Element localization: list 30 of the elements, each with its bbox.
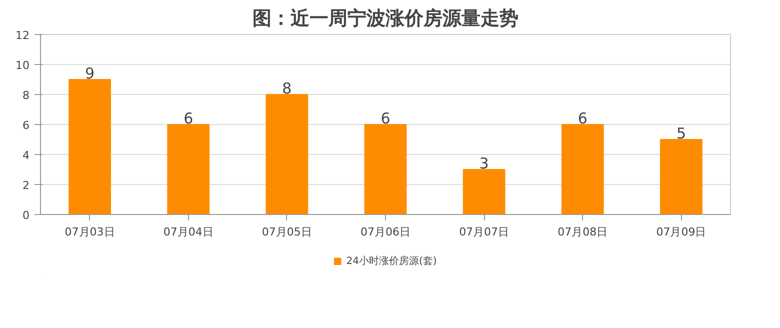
data-label: 5 — [676, 124, 686, 142]
x-tick-label: 07月07日 — [459, 226, 510, 238]
bar — [364, 124, 407, 214]
y-tick-label: 8 — [22, 89, 30, 102]
x-tick-label: 07月03日 — [64, 226, 115, 238]
data-label: 8 — [282, 80, 292, 98]
y-tick-label: 4 — [22, 149, 30, 162]
y-tick-label: 12 — [16, 29, 30, 42]
legend-label: 24小时涨价房源(套) — [346, 254, 437, 268]
bar — [561, 124, 604, 214]
y-tick-label: 2 — [22, 179, 30, 192]
data-label: 9 — [85, 64, 95, 82]
data-label: 3 — [479, 154, 489, 172]
data-label: 6 — [184, 110, 194, 128]
bar — [660, 139, 702, 214]
bar — [462, 169, 506, 214]
x-tick-label: 07月09日 — [656, 226, 706, 238]
data-label: 6 — [380, 110, 390, 128]
y-tick-label: 0 — [22, 209, 30, 222]
x-tick-label: 07月05日 — [262, 226, 312, 238]
y-tick-label: 6 — [22, 119, 30, 132]
chart-title: 图：近一周宁波涨价房源量走势 — [252, 8, 518, 30]
x-tick-label: 07月06日 — [360, 226, 411, 238]
bar — [266, 94, 308, 214]
x-tick-label: 07月08日 — [558, 226, 608, 238]
bar — [167, 124, 210, 214]
x-tick-label: 07月04日 — [163, 226, 214, 238]
bar — [68, 79, 111, 214]
data-label: 6 — [578, 110, 588, 128]
y-tick-label: 10 — [16, 59, 30, 72]
